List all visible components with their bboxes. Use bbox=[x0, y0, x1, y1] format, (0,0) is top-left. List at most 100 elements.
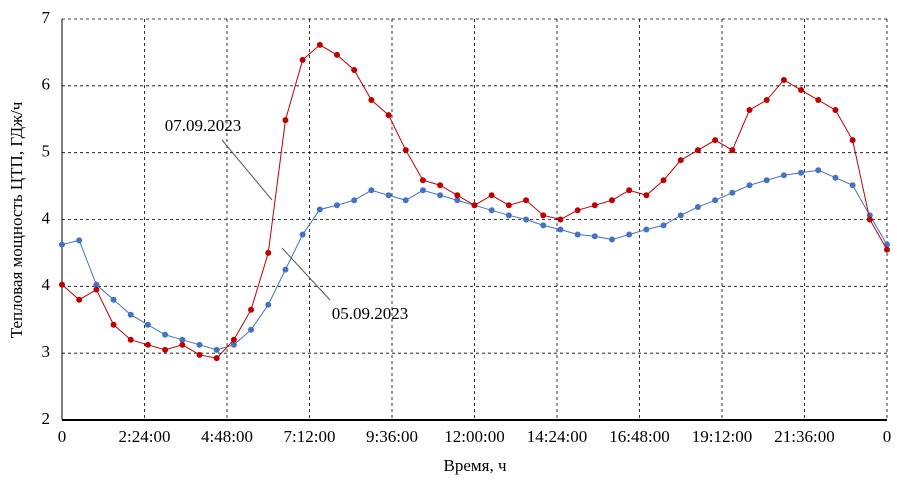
data-point bbox=[299, 231, 306, 238]
data-point bbox=[780, 172, 787, 179]
data-point bbox=[368, 187, 375, 194]
data-point bbox=[127, 336, 134, 343]
data-point bbox=[230, 341, 237, 348]
data-point bbox=[729, 189, 736, 196]
data-point bbox=[248, 306, 255, 313]
data-point bbox=[265, 301, 272, 308]
data-point bbox=[712, 137, 719, 144]
data-point bbox=[763, 177, 770, 184]
data-point bbox=[334, 202, 340, 209]
data-point bbox=[59, 281, 65, 288]
data-point bbox=[93, 286, 100, 293]
data-point bbox=[351, 197, 358, 204]
x-tick-label: 21:36:00 bbox=[774, 427, 834, 446]
y-tick-label: 3 bbox=[42, 342, 51, 361]
data-point bbox=[591, 202, 598, 209]
y-tick-label: 5 bbox=[42, 142, 51, 161]
data-point bbox=[798, 169, 805, 176]
annotation: 05.09.2023 bbox=[332, 304, 409, 323]
x-tick-label: 19:12:00 bbox=[692, 427, 752, 446]
data-point bbox=[712, 197, 719, 204]
data-point bbox=[488, 207, 495, 214]
x-tick-label: 7:12:00 bbox=[284, 427, 336, 446]
data-point bbox=[643, 226, 650, 233]
data-point bbox=[694, 203, 701, 210]
data-point bbox=[385, 112, 392, 119]
data-point bbox=[110, 296, 117, 303]
data-point bbox=[162, 331, 169, 338]
data-point bbox=[162, 346, 169, 353]
data-point bbox=[316, 41, 323, 48]
data-point bbox=[884, 246, 890, 253]
data-point bbox=[798, 87, 805, 94]
data-point bbox=[591, 233, 598, 240]
x-tick-label: 4:48:00 bbox=[201, 427, 253, 446]
data-point bbox=[626, 187, 633, 194]
data-point bbox=[832, 174, 839, 181]
data-point bbox=[763, 97, 770, 104]
y-tick-label: 2 bbox=[42, 409, 51, 428]
data-point bbox=[832, 107, 839, 114]
data-point bbox=[729, 147, 736, 154]
data-point bbox=[144, 321, 151, 328]
data-point bbox=[780, 76, 787, 83]
data-point bbox=[471, 202, 478, 209]
data-point bbox=[746, 182, 753, 189]
data-point bbox=[746, 107, 753, 114]
data-point bbox=[385, 192, 392, 199]
data-point bbox=[574, 231, 581, 238]
data-point bbox=[351, 66, 358, 73]
data-point bbox=[213, 355, 220, 362]
data-point bbox=[419, 177, 426, 184]
data-point bbox=[849, 137, 856, 144]
data-point bbox=[815, 167, 822, 174]
data-point bbox=[540, 212, 547, 219]
y-tick-label: 4 bbox=[42, 275, 51, 294]
x-tick-label: 16:48:00 bbox=[609, 427, 669, 446]
data-point bbox=[694, 147, 701, 154]
data-point bbox=[505, 202, 512, 209]
data-point bbox=[299, 56, 306, 63]
x-tick-label: 0 bbox=[58, 427, 67, 446]
data-point bbox=[213, 346, 220, 353]
data-point bbox=[265, 249, 272, 256]
x-tick-label: 2:24:00 bbox=[119, 427, 171, 446]
data-point bbox=[402, 147, 409, 154]
data-point bbox=[110, 321, 117, 328]
data-point bbox=[540, 222, 547, 229]
data-point bbox=[144, 341, 151, 348]
y-tick-label: 4 bbox=[42, 208, 51, 227]
data-point bbox=[93, 281, 100, 288]
data-point bbox=[609, 197, 615, 204]
data-point bbox=[557, 216, 564, 223]
annotation-leader bbox=[221, 139, 273, 201]
x-tick-label: 0 bbox=[883, 427, 892, 446]
data-point bbox=[677, 212, 684, 219]
data-point bbox=[402, 197, 409, 204]
y-tick-label: 7 bbox=[42, 8, 51, 27]
data-point bbox=[660, 222, 667, 229]
data-point bbox=[849, 182, 856, 189]
data-point bbox=[76, 237, 83, 244]
data-point bbox=[643, 192, 650, 199]
data-point bbox=[419, 187, 426, 194]
data-point bbox=[196, 351, 203, 358]
data-point bbox=[368, 97, 375, 104]
annotation-leader bbox=[281, 247, 331, 301]
x-tick-label: 12:00:00 bbox=[444, 427, 504, 446]
data-point bbox=[59, 241, 65, 248]
data-point bbox=[230, 336, 237, 343]
data-point bbox=[196, 341, 203, 348]
data-point bbox=[248, 326, 255, 333]
data-point bbox=[523, 197, 530, 204]
y-axis-label: Тепловая мощность ЦТП, ГДж/ч bbox=[7, 101, 26, 338]
data-point bbox=[523, 216, 530, 223]
data-point bbox=[76, 296, 83, 303]
data-point bbox=[179, 341, 186, 348]
x-tick-label: 9:36:00 bbox=[366, 427, 418, 446]
data-point bbox=[179, 336, 186, 343]
data-point bbox=[660, 177, 667, 184]
y-tick-label: 6 bbox=[42, 75, 51, 94]
data-point bbox=[454, 192, 461, 199]
